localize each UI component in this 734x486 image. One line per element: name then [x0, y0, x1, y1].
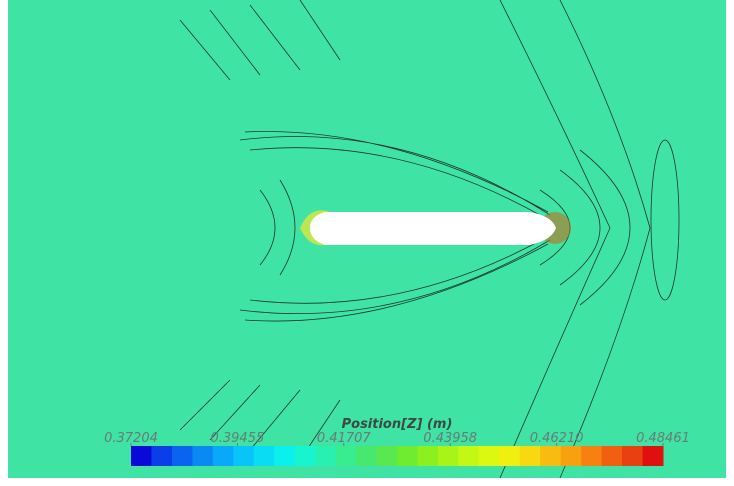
colorbar-segment: [172, 446, 193, 466]
colorbar-segment: [540, 446, 561, 466]
colorbar-segment: [356, 446, 377, 466]
colorbar-segment: [561, 446, 582, 466]
colorbar-segment: [377, 446, 398, 466]
viewport: Position[Z] (m) 0.372040.394550.417070.4…: [0, 0, 734, 486]
colorbar-segment: [192, 446, 213, 466]
colorbar-segment: [274, 446, 295, 466]
colorbar-segment: [213, 446, 234, 466]
colorbar-segment: [233, 446, 254, 466]
colorbar-segment: [643, 446, 664, 466]
colorbar-segment: [438, 446, 459, 466]
colorbar-segment: [499, 446, 520, 466]
colorbar-segment: [295, 446, 316, 466]
colorbar-segment: [315, 446, 336, 466]
colorbar-segment: [254, 446, 275, 466]
colorbar-segment: [622, 446, 643, 466]
colorbar-segment: [520, 446, 541, 466]
colorbar-segment: [131, 446, 152, 466]
colorbar-segment: [151, 446, 172, 466]
colorbar-segment: [397, 446, 418, 466]
ship-hull: [310, 212, 556, 245]
colorbar-segment: [458, 446, 479, 466]
colorbar-segment: [581, 446, 602, 466]
colorbar-title: Position[Z] (m): [342, 417, 453, 432]
colorbar-segment: [479, 446, 500, 466]
colorbar-segment: [336, 446, 357, 466]
colorbar-segment: [602, 446, 623, 466]
colorbar-segment: [417, 446, 438, 466]
